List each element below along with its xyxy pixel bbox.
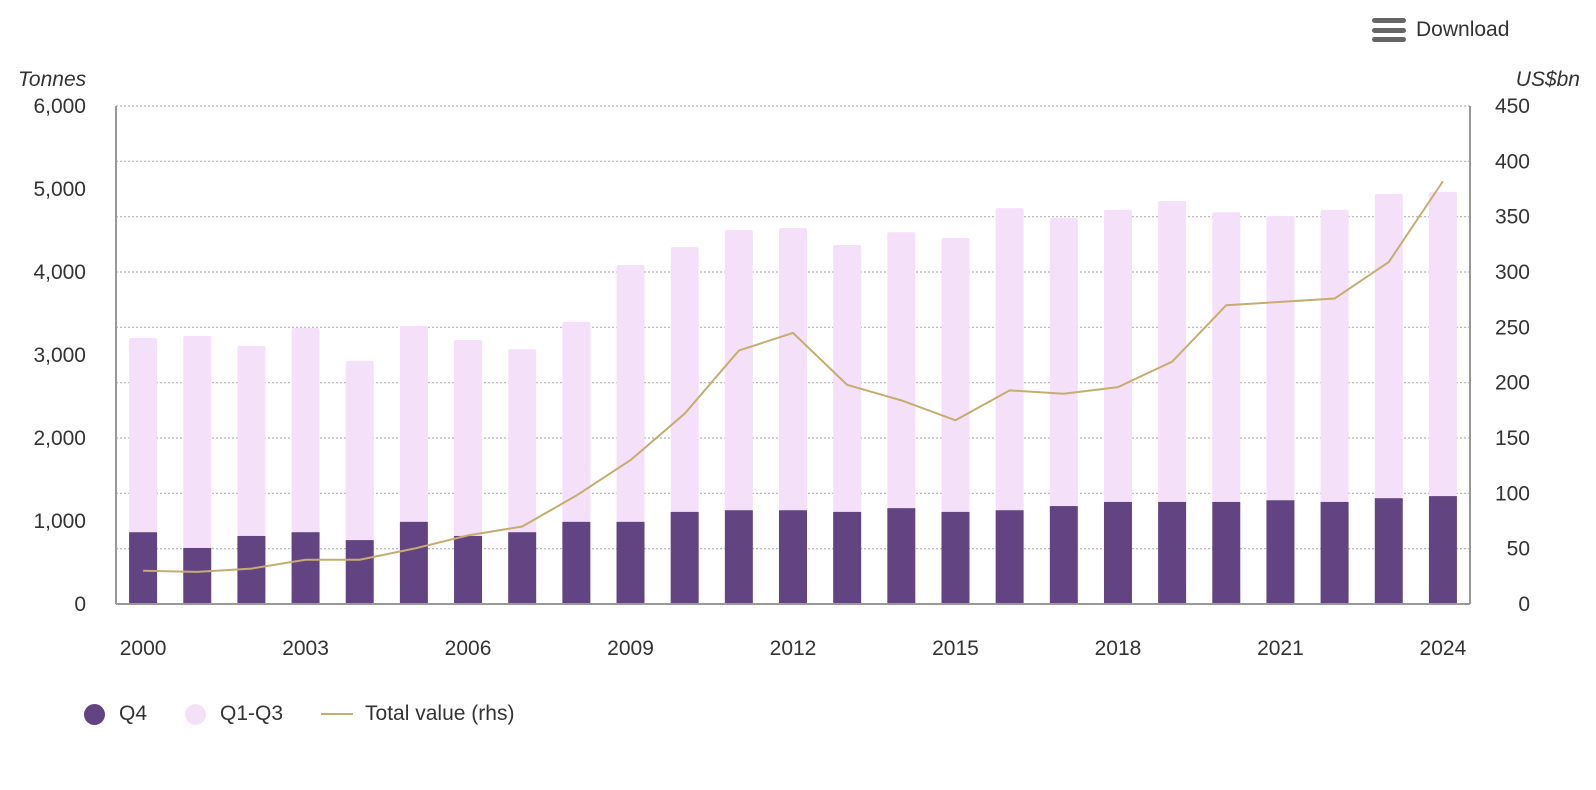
download-label: Download (1416, 18, 1510, 41)
bar-q4 (833, 511, 862, 604)
right-tick-label: 150 (1495, 427, 1530, 450)
total-value-line (142, 180, 1444, 573)
bar-q4 (995, 510, 1024, 604)
bar-q1-q3 (887, 232, 916, 509)
left-tick-label: 3,000 (33, 344, 86, 367)
bar-q4 (454, 535, 483, 604)
q4-swatch-icon (84, 703, 105, 725)
bar-q4 (670, 511, 699, 604)
bar-q1-q3 (724, 230, 753, 511)
legend-label: Q1-Q3 (220, 702, 284, 725)
left-tick-label: 4,000 (33, 261, 86, 284)
bar-q1-q3 (670, 247, 699, 512)
bar-q4 (562, 521, 591, 604)
bar-q4 (1374, 498, 1403, 604)
legend-item-total-value[interactable]: Total value (rhs) (321, 702, 514, 726)
bar-q1-q3 (616, 264, 645, 522)
axes (115, 106, 1471, 605)
bar-q4 (1212, 501, 1241, 604)
left-tick-label: 2,000 (33, 427, 86, 450)
hamburger-menu-icon (1372, 18, 1406, 42)
x-tick-label: 2006 (445, 637, 492, 660)
legend-label: Q4 (119, 702, 148, 725)
right-tick-label: 50 (1507, 538, 1530, 561)
bar-q1-q3 (237, 345, 266, 536)
right-tick-label: 400 (1495, 150, 1530, 173)
bar-q4 (129, 532, 158, 604)
right-tick-label: 450 (1495, 95, 1530, 118)
bar-q1-q3 (1374, 193, 1403, 499)
right-axis-ticks: 0 50 100 150 200 250 300 350 400 450 (1495, 95, 1530, 616)
right-tick-label: 300 (1495, 261, 1530, 284)
bar-q1-q3 (941, 237, 970, 512)
legend-label: Total value (rhs) (365, 702, 515, 725)
bar-q1-q3 (1049, 218, 1078, 507)
bar-q1-q3 (183, 335, 212, 548)
bar-q4 (724, 510, 753, 604)
right-tick-label: 350 (1495, 206, 1530, 229)
left-axis-ticks: 0 1,000 2,000 3,000 4,000 5,000 6,000 (33, 95, 86, 616)
left-tick-label: 5,000 (33, 178, 86, 201)
x-tick-label: 2024 (1420, 637, 1467, 660)
x-tick-label: 2009 (607, 637, 654, 660)
bar-q1-q3 (1103, 209, 1132, 502)
bar-q1-q3 (454, 340, 483, 536)
bar-q4 (399, 521, 428, 604)
x-tick-label: 2015 (932, 637, 979, 660)
line-swatch-icon (321, 713, 354, 715)
bar-q1-q3 (1266, 215, 1295, 501)
right-tick-label: 250 (1495, 316, 1530, 339)
bar-q4 (779, 510, 807, 604)
left-tick-label: 0 (74, 593, 86, 616)
left-tick-label: 1,000 (33, 510, 86, 533)
bar-q1-q3 (995, 208, 1024, 511)
bar-q4 (941, 511, 970, 604)
bar-q1-q3 (129, 337, 158, 533)
right-tick-label: 100 (1495, 482, 1530, 505)
bar-q4 (1320, 501, 1349, 604)
bar-q1-q3 (1212, 212, 1241, 502)
bar-q4 (1428, 496, 1457, 604)
x-tick-label: 2000 (120, 637, 167, 660)
x-axis-ticks: 2000 2003 2006 2009 2012 2015 2018 2021 2024 (120, 637, 1467, 660)
bar-q4 (291, 532, 320, 604)
bar-q4 (1158, 501, 1187, 604)
bar-q4 (508, 532, 537, 604)
bar-q4 (1103, 501, 1132, 604)
bar-q1-q3 (833, 245, 862, 512)
q1-q3-swatch-icon (185, 703, 207, 725)
download-button[interactable]: Download (1372, 18, 1509, 42)
left-tick-label: 6,000 (33, 95, 86, 118)
legend-item-q1-q3[interactable]: Q1-Q3 (185, 702, 283, 726)
bar-q1-q3 (779, 228, 807, 511)
bar-q1-q3 (291, 328, 320, 533)
bar-q4 (887, 508, 916, 604)
bar-q4 (1049, 506, 1078, 604)
bar-q1-q3 (1158, 201, 1187, 502)
bar-q4 (616, 521, 645, 604)
bar-q1-q3 (399, 325, 428, 522)
x-tick-label: 2003 (282, 637, 329, 660)
x-tick-label: 2021 (1257, 637, 1304, 660)
left-axis-unit: Tonnes (18, 68, 87, 91)
bars (129, 191, 1457, 604)
right-axis-unit: US$bn (1516, 68, 1580, 91)
right-tick-label: 200 (1495, 372, 1530, 395)
bar-q4 (345, 540, 374, 604)
bar-q1-q3 (1320, 209, 1349, 502)
bar-q1-q3 (508, 349, 537, 533)
bar-q4 (1266, 500, 1295, 604)
legend-item-q4[interactable]: Q4 (84, 702, 147, 726)
x-tick-label: 2012 (770, 637, 817, 660)
bar-q1-q3 (562, 321, 591, 522)
right-tick-label: 0 (1518, 593, 1530, 616)
bar-q1-q3 (345, 360, 374, 541)
bar-q1-q3 (1428, 191, 1457, 497)
bar-q4 (183, 547, 212, 604)
legend: Q4 Q1-Q3 Total value (rhs) (84, 702, 552, 726)
x-tick-label: 2018 (1095, 637, 1142, 660)
